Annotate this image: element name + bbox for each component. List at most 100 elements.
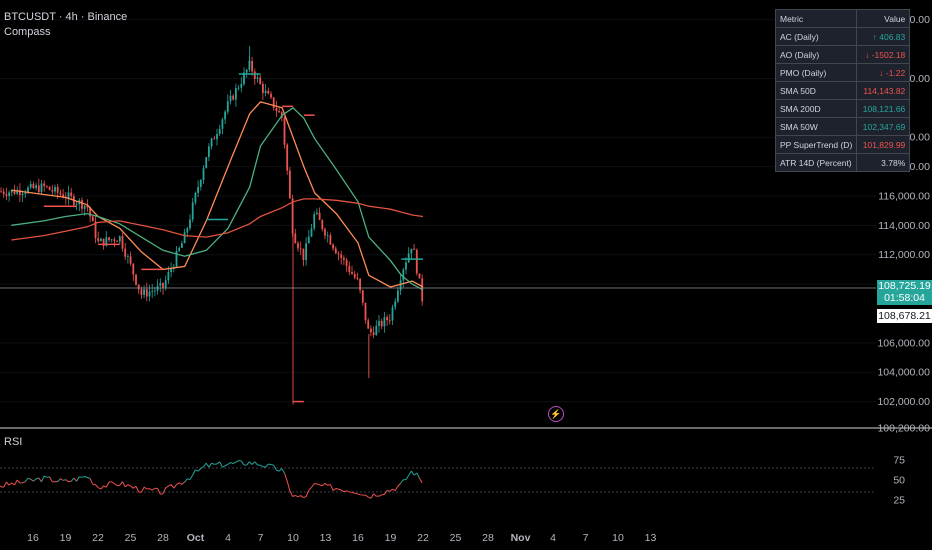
candle-body [388, 320, 391, 321]
time-tick: 22 [92, 532, 104, 544]
candle-body [54, 186, 56, 192]
metrics-row: SMA 50W 102,347.69 [774, 117, 911, 136]
indicator-name[interactable]: Compass [4, 26, 51, 38]
candle-body [127, 256, 129, 258]
rsi-segment [227, 462, 231, 465]
candle-body [29, 183, 32, 188]
rsi-segment [200, 466, 204, 469]
candle-body [345, 259, 348, 266]
time-tick: 16 [352, 532, 364, 544]
candle-body [135, 274, 137, 285]
metric-name: PP SuperTrend (D) [774, 135, 858, 154]
rsi-segment [38, 477, 42, 483]
time-tick: 13 [645, 532, 657, 544]
candle-body [397, 290, 399, 302]
metric-name: SMA 50D [774, 81, 858, 100]
metric-name: PMO (Daily) [774, 63, 858, 82]
candle-body [332, 244, 334, 249]
candle-body [283, 117, 286, 145]
candle-body [154, 290, 156, 292]
candle-body [318, 212, 321, 221]
rsi-segment [273, 464, 277, 471]
metrics-row: SMA 200D 108,121.66 [774, 99, 911, 118]
candle-body [278, 111, 280, 113]
candle-body [270, 93, 272, 98]
candle-body [181, 243, 183, 248]
metric-name: SMA 200D [774, 99, 858, 118]
rsi-segment [84, 476, 88, 479]
rsi-segment [281, 468, 285, 474]
rsi-segment [346, 490, 350, 493]
rsi-segment [289, 490, 294, 497]
metrics-row: AO (Daily) ↓ -1502.18 [774, 45, 911, 64]
supertrend-segments [43, 73, 423, 403]
metrics-row: SMA 50D 114,143.82 [774, 81, 911, 100]
rsi-pane-label[interactable]: RSI [4, 436, 23, 448]
candle-body [378, 320, 380, 326]
candle-body [0, 191, 2, 193]
rsi-segment [357, 493, 361, 496]
rsi-segment [305, 489, 310, 497]
rsi-segment [135, 486, 140, 493]
rsi-segment [303, 496, 307, 499]
candle-body [253, 71, 256, 79]
rsi-tick: 75 [893, 455, 905, 467]
rsi-axis: 75 50 25 [893, 455, 905, 507]
candle-body [248, 60, 251, 70]
candle-body [386, 317, 388, 321]
candle-body [51, 189, 54, 192]
candle-body [140, 289, 143, 295]
rsi-segment [365, 494, 369, 498]
candle-body [175, 250, 178, 267]
candle-body [324, 229, 326, 236]
rsi-segment [149, 488, 153, 491]
rsi-segment [268, 463, 272, 466]
candle-body [356, 277, 359, 279]
candle-body [405, 262, 407, 270]
rsi-segment [81, 476, 85, 478]
candle-body [162, 282, 164, 288]
candle-body [151, 291, 154, 292]
rsi-segment [311, 483, 315, 488]
time-tick: 4 [225, 532, 231, 544]
rsi-segment [162, 487, 167, 494]
rsi-segment [3, 481, 7, 488]
candle-body [27, 187, 29, 193]
time-axis[interactable]: 16 19 22 25 28 Oct 4 7 10 13 16 19 22 25 28 Nov 4 7 10 13 [27, 532, 656, 544]
candle-body [372, 332, 375, 336]
candle-body [13, 189, 16, 194]
rsi-segment [122, 481, 126, 488]
candle-body [348, 265, 351, 273]
candle-body [310, 228, 313, 237]
candle-body [194, 192, 197, 203]
candle-body [5, 194, 8, 196]
candle-body [199, 180, 202, 187]
symbol-title[interactable]: BTCUSDT · 4h · Binance [4, 11, 128, 23]
candle-body [305, 243, 307, 261]
candle-body [415, 249, 418, 274]
rsi-segment [49, 476, 53, 483]
time-tick: Oct [187, 532, 205, 544]
candle-body [59, 192, 62, 195]
rsi-segment [168, 484, 172, 487]
rsi-segment [259, 464, 264, 468]
candle-body [19, 190, 21, 195]
candle-body [240, 84, 243, 88]
lightning-event-icon[interactable]: ⚡ [548, 406, 564, 422]
candle-body [367, 320, 370, 329]
metrics-row: ATR 14D (Percent) 3.78% [774, 153, 911, 172]
candle-body [375, 325, 378, 336]
candle-body [264, 90, 267, 94]
rsi-segment [35, 477, 39, 480]
candle-body [235, 88, 237, 100]
candle-body [129, 256, 132, 264]
rsi-segment [27, 477, 31, 480]
candle-body [191, 202, 194, 220]
candle-body [116, 241, 118, 243]
candle-body [299, 248, 302, 250]
rsi-segment [394, 485, 399, 491]
candle-body [370, 328, 372, 333]
rsi-segment [14, 479, 18, 486]
rsi-segment [89, 478, 94, 485]
metrics-table: Metric Value AC (Daily) ↑ 406.83 AO (Daily… [774, 9, 911, 172]
